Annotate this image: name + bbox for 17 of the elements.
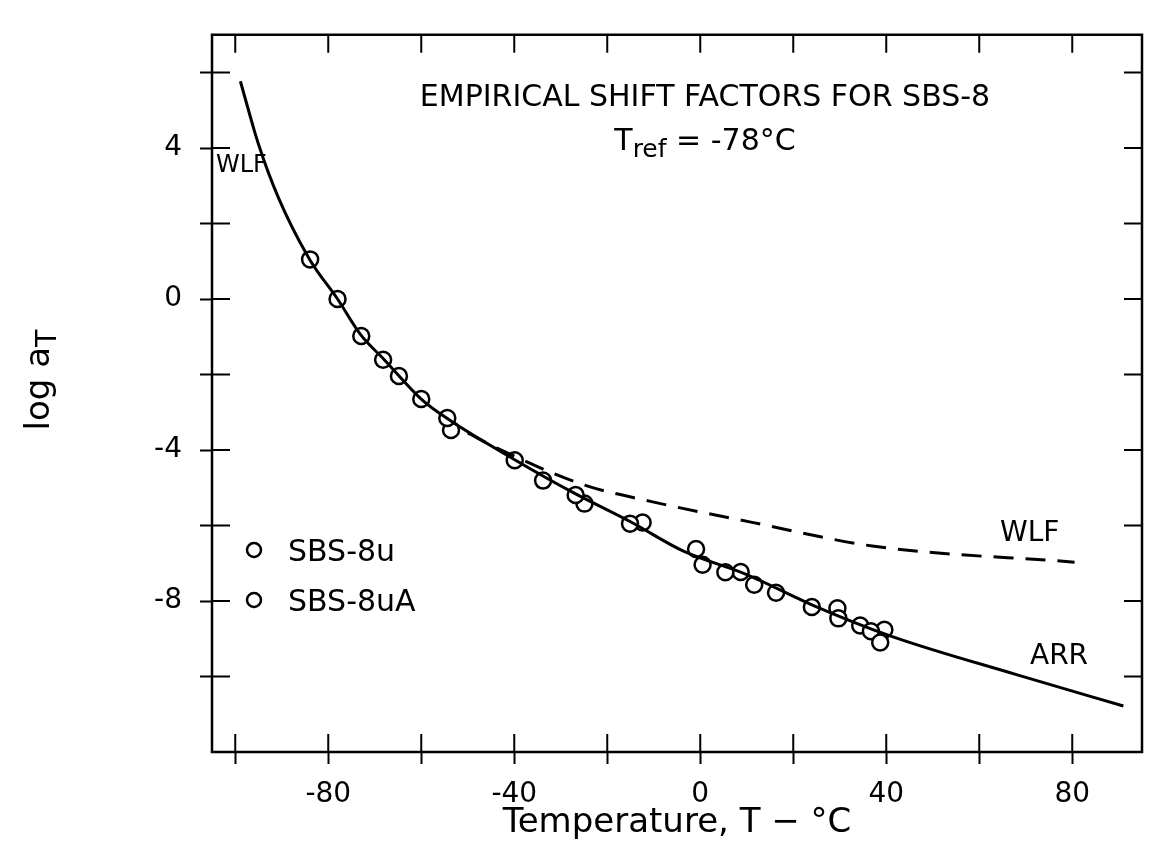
x-tick-label: 0 xyxy=(691,776,710,810)
legend-label: SBS-8u xyxy=(288,532,396,568)
annotation: WLF xyxy=(1000,515,1060,548)
line-series xyxy=(466,431,1077,564)
point xyxy=(870,633,890,652)
annotation: WLF xyxy=(216,150,267,178)
x-tick-label: -80 xyxy=(305,776,352,810)
y-tick-label: -4 xyxy=(154,431,182,465)
y-tick-label: 4 xyxy=(164,129,182,163)
y-tick-label: -8 xyxy=(154,582,182,616)
text: T$_{ref}$ = -78°C xyxy=(613,122,797,163)
legend-label: SBS-8uA xyxy=(288,582,416,618)
x-tick-label: 80 xyxy=(1054,776,1091,810)
text: EMPIRICAL SHIFT FACTORS FOR SBS-8 xyxy=(418,78,992,113)
x-tick-label: 40 xyxy=(868,776,905,810)
annotation: ARR xyxy=(1030,638,1089,671)
y-tick-label: 0 xyxy=(164,280,182,314)
